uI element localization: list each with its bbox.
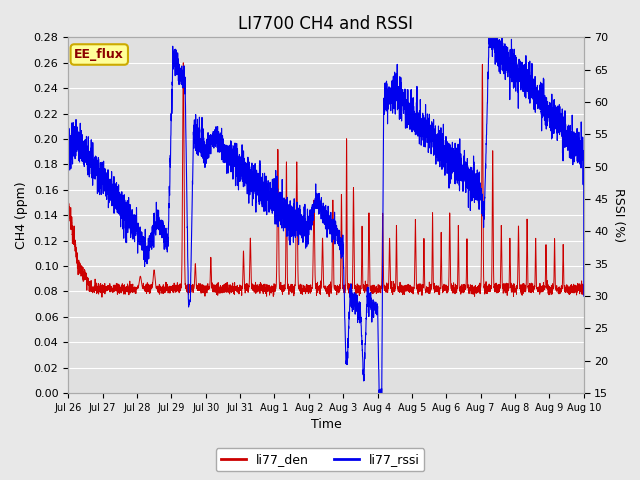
li77_rssi [564,142,572,147]
Y-axis label: CH4 (ppm): CH4 (ppm) [15,181,28,249]
Title: LI7700 CH4 and RSSI: LI7700 CH4 and RSSI [239,15,413,33]
li77_den [64,204,72,210]
li77_rssi [485,35,493,40]
X-axis label: Time: Time [310,419,341,432]
Y-axis label: RSSI (%): RSSI (%) [612,188,625,242]
Legend: li77_den, li77_rssi: li77_den, li77_rssi [216,448,424,471]
li77_den [179,60,187,66]
li77_den [281,286,289,291]
li77_rssi [375,390,383,396]
Line: li77_den: li77_den [68,63,584,297]
li77_rssi [64,115,72,121]
li77_rssi [285,212,292,218]
li77_den [539,286,547,292]
li77_rssi [281,214,289,220]
li77_den [285,288,293,293]
li77_den [98,294,106,300]
li77_den [580,285,588,291]
li77_den [310,227,317,233]
li77_rssi [580,293,588,299]
li77_rssi [309,210,317,216]
li77_rssi [439,161,447,167]
li77_den [564,290,572,296]
Line: li77_rssi: li77_rssi [68,37,584,393]
Text: EE_flux: EE_flux [74,48,124,61]
li77_den [439,289,447,295]
li77_rssi [539,111,547,117]
